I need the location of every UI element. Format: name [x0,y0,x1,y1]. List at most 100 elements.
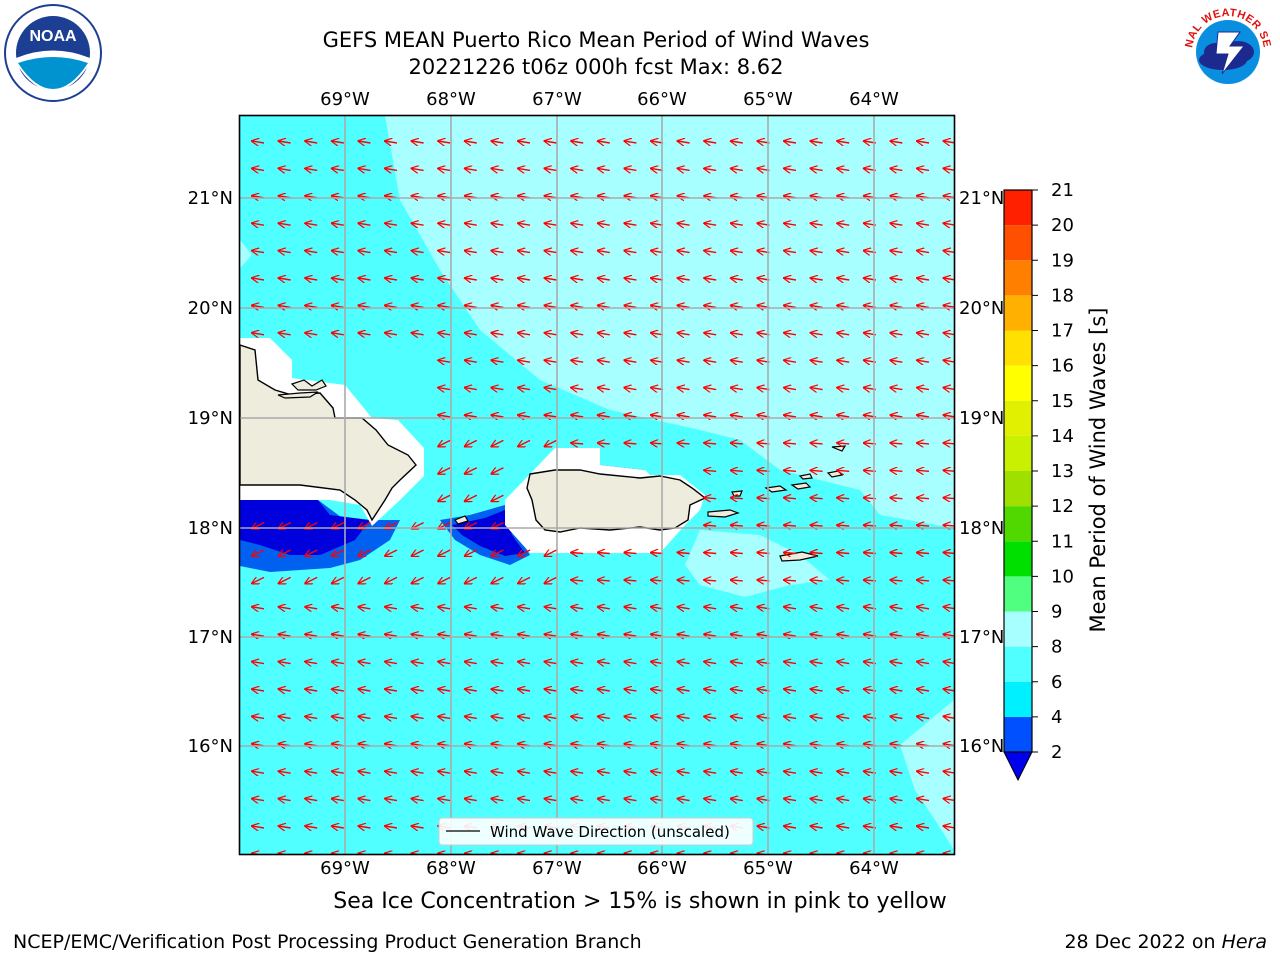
wind-arrow [571,607,584,609]
wind-arrow [890,168,903,170]
wind-arrow [385,826,398,828]
wind-arrow [651,553,664,554]
wind-arrow [731,470,743,471]
wind-arrow [651,360,664,362]
wind-arrow [917,141,930,143]
wind-arrow [890,799,903,801]
wind-arrow [332,278,344,280]
wind-arrow [944,799,954,801]
wind-arrow [598,799,610,801]
lon-label-bottom: 67°W [532,858,582,879]
wind-arrow [491,468,504,474]
wind-arrow [598,689,610,691]
wind-arrow [252,577,265,583]
wind-arrow [252,223,265,225]
wind-arrow [704,716,717,718]
wind-arrow [252,141,265,143]
wind-arrow [704,634,717,636]
wind-arrow [784,168,797,170]
wind-arrow [252,278,265,280]
wind-arrow [837,333,850,335]
wind-arrow [917,223,930,225]
wind-arrow [811,580,823,581]
wind-arrow [279,716,291,718]
wind-arrow [944,634,954,636]
wind-arrow [944,305,954,307]
wind-arrow [491,305,504,307]
wind-arrow [731,799,743,801]
wind-arrow [545,771,557,773]
wind-arrow [624,634,637,636]
wind-arrow [438,550,451,556]
wind-arrow [412,550,424,556]
colorbar-tick-label: 6 [1051,672,1062,693]
map-subtitle: 20221226 t06z 000h fcst Max: 8.62 [408,55,784,79]
wind-arrow [438,799,451,801]
wind-arrow [412,251,424,253]
land-puerto-rico [526,469,707,533]
wind-arrow [704,333,717,335]
wind-arrow [944,689,954,691]
wind-arrow [917,388,930,390]
wind-arrow [252,689,265,691]
colorbar-tick-label: 18 [1051,285,1074,306]
wind-arrow [651,415,664,417]
lon-label-top: 69°W [320,89,370,110]
wind-arrow [385,550,398,556]
colorbar-tick-label: 16 [1051,356,1074,377]
wind-arrow [944,607,954,609]
wind-arrow [890,223,903,225]
wind-arrow [465,223,477,225]
wind-arrow [465,168,477,170]
colorbar-under-triangle [1003,751,1033,782]
wind-arrow [385,251,398,253]
wind-arrow [518,662,531,664]
wind-arrow [890,251,903,253]
land-tortuga [277,391,319,399]
wind-arrow [837,689,850,691]
wind-arrow [438,771,451,773]
wind-arrow [279,168,291,170]
wind-arrow [465,771,477,773]
wind-arrow [678,580,690,581]
wind-arrow [678,305,690,307]
wind-arrow [412,799,424,801]
map-legend: Wind Wave Direction (unscaled) [438,817,754,846]
wind-arrow [332,771,344,773]
wind-arrow [491,440,504,446]
wind-arrow [571,553,584,554]
lat-label-left: 17°N [188,627,233,648]
wind-arrow [545,333,557,335]
colorbar-tick-label: 15 [1051,391,1074,412]
wind-arrow [412,168,424,170]
wind-arrow [944,415,954,417]
wind-arrow [704,580,717,581]
wind-arrow [412,141,424,143]
wind-arrow [279,305,291,307]
wind-arrow [465,360,477,362]
wind-arrow [465,662,477,664]
wind-arrow-field [252,141,954,854]
wind-arrow [545,251,557,253]
wind-arrow [518,415,531,417]
colorbar-tick-label: 14 [1051,426,1074,447]
wind-arrow [358,689,371,691]
wind-arrow [545,550,557,556]
land-st-thomas [764,485,788,493]
wind-arrow [678,553,690,554]
nws-logo-icon: NATIONAL WEATHER SERVICE [1178,2,1275,99]
colorbar-tick-label: 13 [1051,461,1074,482]
wind-arrow [571,278,584,280]
wind-arrow [332,550,345,556]
lat-label-right: 21°N [959,188,1004,209]
wind-arrow [917,580,930,581]
wind-arrow [545,223,557,225]
wind-arrow [358,278,371,280]
wind-arrow [465,468,478,474]
wind-arrow [438,141,451,143]
wind-arrow [811,168,823,170]
wind-arrow [358,662,371,664]
wind-arrow [438,440,451,446]
wind-arrow [438,415,451,417]
wind-arrow [305,251,318,253]
